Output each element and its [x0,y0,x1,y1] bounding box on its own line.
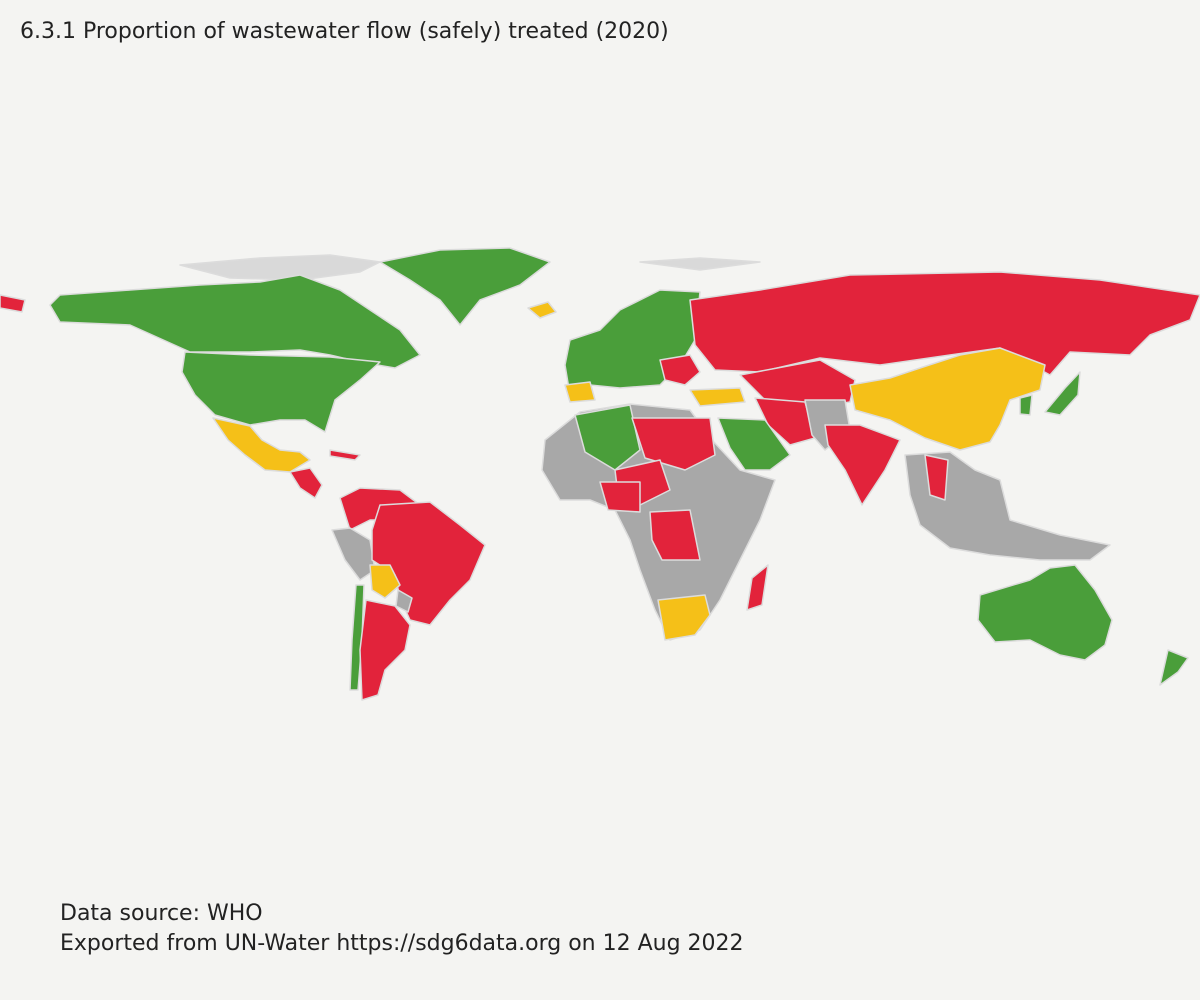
iceland [527,301,557,319]
argentina [359,599,411,701]
central-america [289,467,323,499]
russia-arctic [639,257,761,271]
paraguay [395,589,413,613]
eastern-europe [659,354,701,386]
drc [649,509,701,561]
alaska-far-east [0,294,26,313]
new-zealand [1159,649,1189,686]
south-africa [657,594,711,641]
map-title: 6.3.1 Proportion of wastewater flow (saf… [20,19,669,44]
india [824,424,901,506]
chile [349,584,365,691]
greenland [379,247,551,326]
usa [181,351,381,433]
spain [564,381,596,403]
nigeria [599,481,641,513]
madagascar [746,564,769,611]
north-africa [631,417,716,471]
world-map [0,247,1200,701]
thailand [924,454,949,501]
turkey [689,387,746,407]
arctic-islands [179,254,381,281]
export-note: Exported from UN-Water https://sdg6data.… [60,931,744,956]
saudi-arabia [717,417,791,471]
peru-ecuador [331,527,376,581]
china [849,347,1046,451]
caribbean [329,449,361,461]
bolivia [369,564,401,599]
southeast-asia [904,451,1111,561]
australia [977,564,1113,661]
source-note: Data source: WHO [60,901,263,926]
algeria [574,404,641,471]
korea [1019,394,1033,416]
canada [49,274,421,369]
japan [1044,371,1081,416]
mexico [212,417,311,473]
